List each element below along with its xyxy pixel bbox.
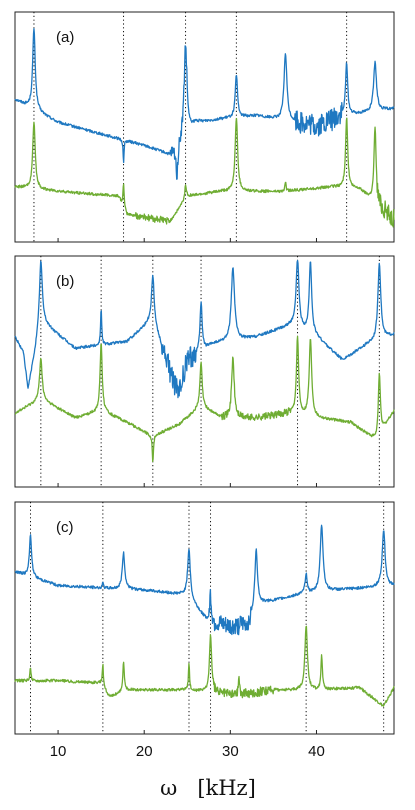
panel-label: (b) <box>56 273 74 290</box>
panel-frame <box>14 11 395 243</box>
panel-frame <box>14 501 395 735</box>
x-tick-label: 20 <box>136 743 153 760</box>
series-top-line <box>14 28 395 180</box>
panel-label: (a) <box>56 29 74 46</box>
panel-frame <box>14 255 395 488</box>
series-bottom-line <box>14 625 395 707</box>
series-top-line <box>14 259 395 399</box>
panel-3: (c) <box>14 501 395 735</box>
x-tick-label: 40 <box>308 743 325 760</box>
x-axis: 10 20 30 40 <box>50 743 325 760</box>
series-top-line <box>14 524 395 636</box>
x-tick-label: 30 <box>222 743 239 760</box>
panels-group: (a) (b) (c) <box>14 11 395 735</box>
x-axis-label: ω [kHz] <box>160 776 256 800</box>
panel-2: (b) <box>14 255 395 488</box>
panel-label: (c) <box>56 519 74 536</box>
x-tick-label: 10 <box>50 743 67 760</box>
series-bottom-line <box>14 335 395 463</box>
series-bottom-line <box>14 117 395 228</box>
panel-1: (a) <box>14 11 395 243</box>
